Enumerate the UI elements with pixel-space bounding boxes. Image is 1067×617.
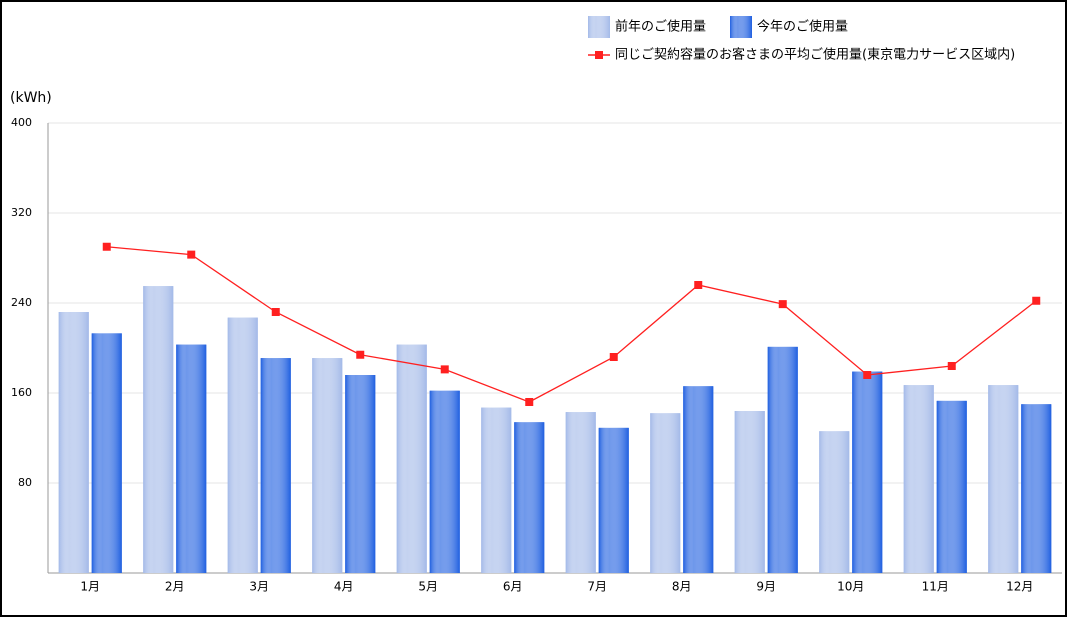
legend-label: 前年のご使用量: [615, 19, 706, 35]
bar-shade: [650, 413, 681, 573]
line-marker: [271, 308, 280, 316]
x-tick-label: 12月: [1006, 580, 1033, 594]
bar-shade: [1021, 404, 1052, 573]
x-tick-label: 2月: [165, 580, 185, 594]
bar-shade: [819, 431, 850, 573]
line: [106, 246, 1037, 403]
bar-shade: [312, 358, 343, 573]
line-marker: [102, 242, 111, 251]
bar-shade: [91, 333, 122, 573]
legend-label: 同じご契約容量のお客さまの平均ご使用量(東京電力サービス区域内): [615, 47, 1015, 63]
bar-shade: [429, 390, 460, 573]
y-tick-label: 160: [11, 386, 32, 399]
line-marker: [609, 353, 618, 361]
legend-swatch-shade: [588, 16, 610, 38]
line-marker: [356, 350, 365, 359]
bar-shade: [514, 422, 545, 573]
legend-label: 今年のご使用量: [757, 19, 848, 35]
x-tick-label: 9月: [756, 580, 776, 594]
x-tick-label: 5月: [418, 580, 438, 594]
line-marker: [778, 300, 787, 309]
line-marker: [947, 362, 956, 370]
bar-shade: [767, 346, 798, 573]
line-marker: [440, 365, 449, 374]
bar-shade: [598, 427, 629, 573]
bar-shade: [143, 286, 174, 573]
line-marker: [525, 398, 534, 406]
x-tick-label: 3月: [249, 580, 269, 594]
y-tick-label: 80: [18, 476, 32, 489]
x-tick-label: 1月: [80, 580, 100, 594]
bar-shade: [58, 312, 89, 573]
y-tick-label: 320: [11, 206, 32, 219]
bar-shade: [852, 371, 883, 573]
line-marker: [1032, 296, 1041, 305]
bar-shade: [260, 358, 291, 573]
x-tick-label: 10月: [837, 580, 864, 594]
line-marker: [694, 281, 703, 289]
y-tick-label: 240: [11, 296, 32, 309]
bar-shade: [396, 344, 427, 573]
x-tick-label: 4月: [334, 580, 354, 594]
x-tick-label: 6月: [503, 580, 523, 594]
legend-swatch-shade: [730, 16, 752, 38]
y-tick-label: 400: [11, 116, 32, 129]
bar-shade: [734, 411, 765, 573]
legend-marker: [595, 51, 603, 59]
bar-shade: [903, 385, 934, 573]
bar-shade: [345, 375, 376, 573]
bar-shade: [176, 344, 207, 573]
y-axis-label: (kWh): [10, 90, 52, 106]
line-marker: [187, 250, 196, 259]
bar-shade: [988, 385, 1019, 573]
bar-shade: [481, 407, 512, 573]
bar-shade: [936, 400, 967, 573]
x-tick-label: 8月: [672, 580, 692, 594]
bar-shade: [227, 317, 258, 573]
bar-shade: [565, 412, 596, 573]
line-marker: [863, 371, 872, 379]
bar-shade: [683, 386, 714, 573]
x-tick-label: 11月: [922, 580, 949, 594]
x-tick-label: 7月: [587, 580, 607, 594]
